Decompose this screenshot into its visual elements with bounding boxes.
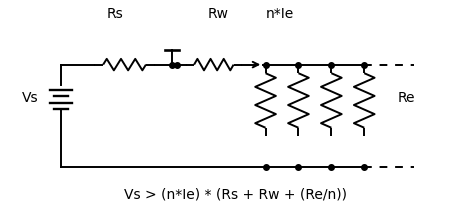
Text: Rw: Rw xyxy=(208,7,229,21)
Text: Vs > (n*Ie) * (Rs + Rw + (Re/n)): Vs > (n*Ie) * (Rs + Rw + (Re/n)) xyxy=(124,187,346,201)
Text: n*Ie: n*Ie xyxy=(266,7,294,21)
Text: Vs: Vs xyxy=(22,91,39,105)
Text: Rs: Rs xyxy=(107,7,124,21)
Text: Re: Re xyxy=(398,91,415,105)
